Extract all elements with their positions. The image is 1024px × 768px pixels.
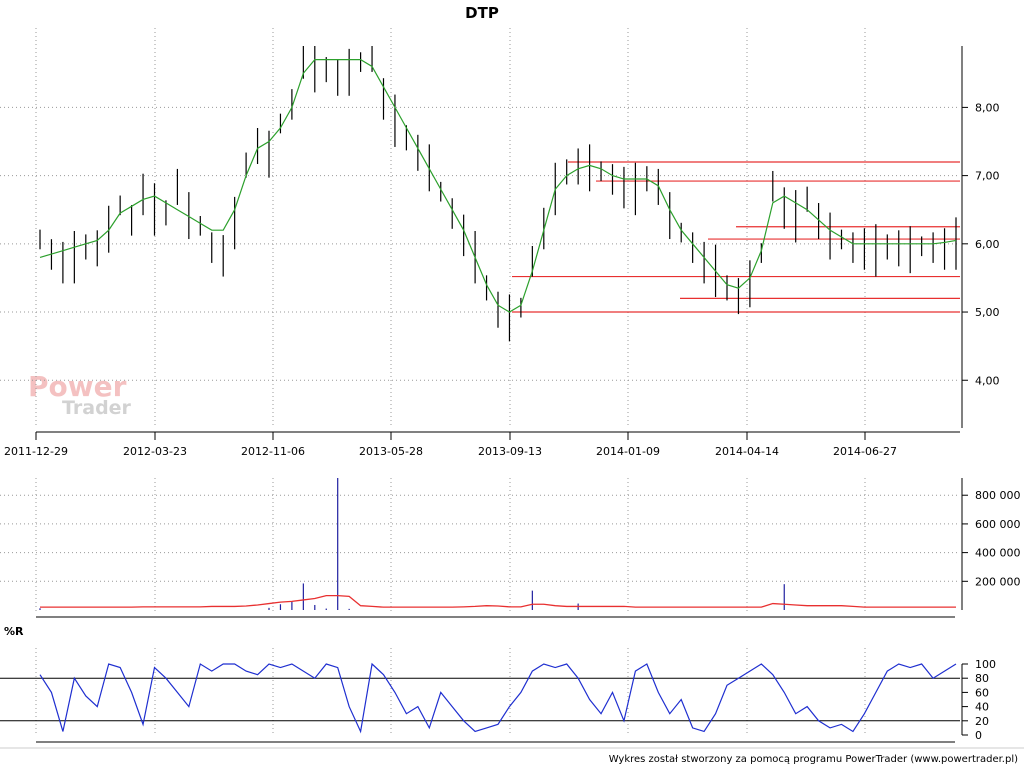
volume-grid — [0, 478, 960, 612]
powertrader-watermark-logo: Power Trader — [28, 370, 132, 419]
williams-r-y-tick-label: 60 — [975, 686, 989, 699]
y-tick-label: 4,00 — [975, 374, 1000, 387]
williams-r-grid — [0, 648, 960, 736]
moving-average-line — [39, 59, 957, 313]
williams-r-y-tick-label: 100 — [975, 658, 996, 671]
volume-y-tick-label: 200 000 — [975, 575, 1021, 588]
x-tick-label: 2012-11-06 — [241, 445, 305, 458]
price-moving-average — [39, 59, 957, 313]
x-tick-label: 2013-05-28 — [359, 445, 423, 458]
williams-r-polyline — [39, 662, 957, 734]
y-tick-label: 7,00 — [975, 170, 1000, 183]
volume-axes: 200 000 400 000 600 000 800 000 — [36, 478, 1021, 618]
volume-y-tick-label: 800 000 — [975, 489, 1021, 502]
x-tick-label: 2014-04-14 — [715, 445, 779, 458]
volume-y-tick-label: 400 000 — [975, 547, 1021, 560]
williams-r-y-tick-label: 20 — [975, 715, 989, 728]
y-tick-label: 5,00 — [975, 306, 1000, 319]
williams-r-y-tick-label: 40 — [975, 701, 989, 714]
volume-bars — [39, 478, 785, 610]
watermark-line1: Power — [28, 370, 127, 403]
chart-title: DTP — [465, 4, 499, 22]
x-tick-label: 2011-12-29 — [4, 445, 68, 458]
volume-average-line — [40, 595, 956, 608]
volume-average-polyline — [40, 595, 956, 608]
williams-r-line — [39, 662, 957, 734]
footer-credit: Wykres został stworzony za pomocą progra… — [609, 754, 1018, 765]
volume-y-tick-label: 600 000 — [975, 518, 1021, 531]
price-axes: 2011-12-29 2012-03-23 2012-11-06 2013-05-28… — [4, 46, 1000, 458]
price-bars — [39, 46, 957, 342]
williams-r-title: %R — [4, 625, 24, 638]
watermark-line2: Trader — [62, 397, 132, 419]
y-tick-label: 6,00 — [975, 238, 1000, 251]
williams-r-y-tick-label: 0 — [975, 729, 982, 742]
x-tick-label: 2012-03-23 — [123, 445, 187, 458]
x-tick-label: 2013-09-13 — [478, 445, 542, 458]
y-tick-label: 8,00 — [975, 101, 1000, 114]
williams-r-y-tick-label: 80 — [975, 672, 989, 685]
x-tick-label: 2014-06-27 — [833, 445, 897, 458]
x-tick-label: 2014-01-09 — [596, 445, 660, 458]
